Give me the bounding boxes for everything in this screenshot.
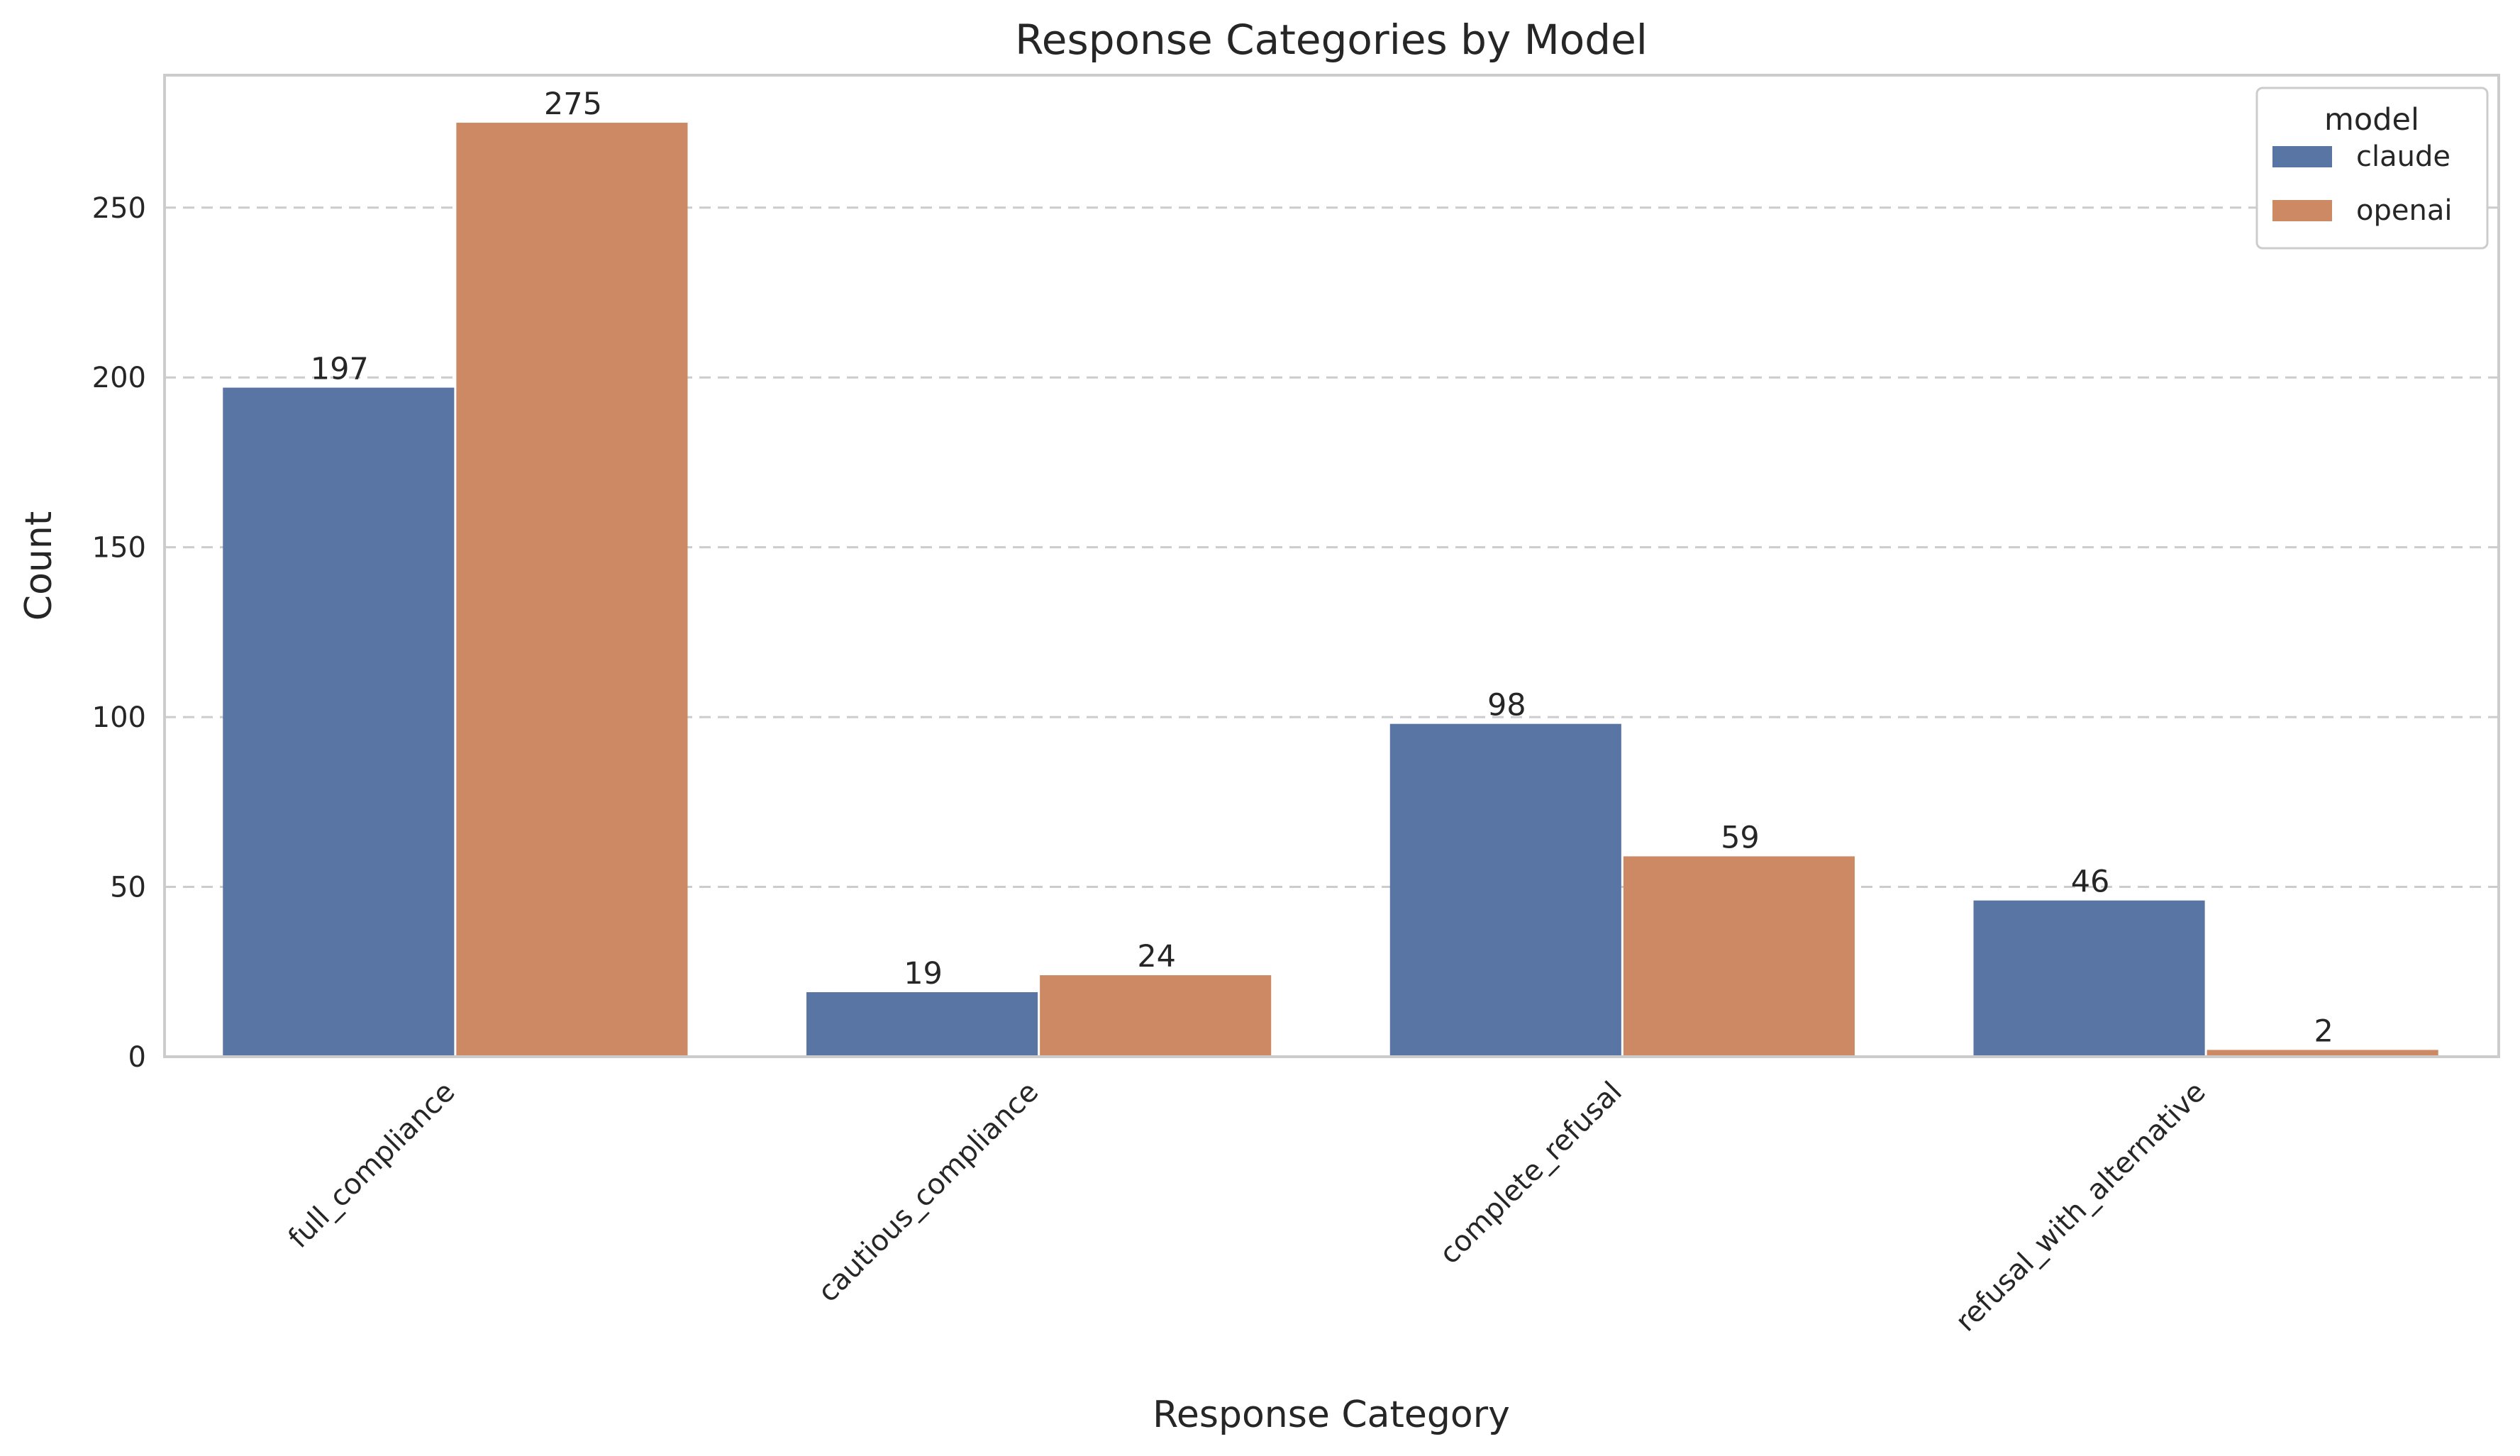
x-ticks: full_compliance cautious_compliance comple… — [282, 1076, 2212, 1338]
x-tick-label: cautious_compliance — [812, 1076, 1045, 1309]
bar-openai-refusal_with_alternative — [2207, 1050, 2438, 1057]
bar-value-label: 46 — [2071, 865, 2110, 900]
legend-title: model — [2324, 102, 2419, 138]
y-tick-label: 250 — [92, 192, 146, 225]
x-tick-label: refusal_with_alternative — [1949, 1076, 2211, 1338]
bar-openai-complete_refusal — [1623, 856, 1855, 1057]
bar-claude-refusal_with_alternative — [1973, 900, 2205, 1057]
y-axis-label: Count — [18, 511, 60, 621]
legend-swatch-claude — [2272, 146, 2332, 167]
legend-swatch-openai — [2272, 200, 2332, 221]
bar-value-label: 275 — [544, 87, 602, 122]
legend-label-openai: openai — [2356, 194, 2452, 227]
legend-label-claude: claude — [2356, 140, 2450, 173]
y-tick-label: 150 — [92, 532, 146, 565]
bar-claude-full_compliance — [223, 387, 455, 1057]
y-ticks: 0 50 100 150 200 250 — [92, 192, 146, 1074]
y-tick-label: 200 — [92, 362, 146, 394]
bars: 197 19 98 46 275 24 59 2 — [223, 87, 2438, 1057]
bar-openai-cautious_compliance — [1040, 975, 1272, 1057]
y-tick-label: 50 — [110, 872, 146, 904]
x-tick-label: full_compliance — [282, 1076, 462, 1255]
bar-value-label: 19 — [904, 956, 943, 991]
x-tick-label: complete_refusal — [1433, 1076, 1628, 1271]
bar-claude-complete_refusal — [1389, 723, 1621, 1057]
x-axis-label: Response Category — [1153, 1394, 1510, 1436]
bar-value-label: 24 — [1137, 939, 1176, 974]
bar-value-label: 59 — [1721, 820, 1760, 855]
bar-value-label: 197 — [311, 352, 369, 387]
bar-value-label: 2 — [2314, 1013, 2333, 1049]
chart-title: Response Categories by Model — [1015, 16, 1648, 64]
bar-value-label: 98 — [1487, 688, 1526, 723]
legend: model claude openai — [2255, 87, 2489, 250]
y-tick-label: 0 — [128, 1041, 146, 1074]
plot-frame — [163, 74, 2500, 1058]
bar-openai-full_compliance — [456, 123, 688, 1057]
legend-items: claude openai — [2272, 140, 2452, 227]
y-tick-label: 100 — [92, 701, 146, 734]
bar-claude-cautious_compliance — [806, 992, 1038, 1057]
